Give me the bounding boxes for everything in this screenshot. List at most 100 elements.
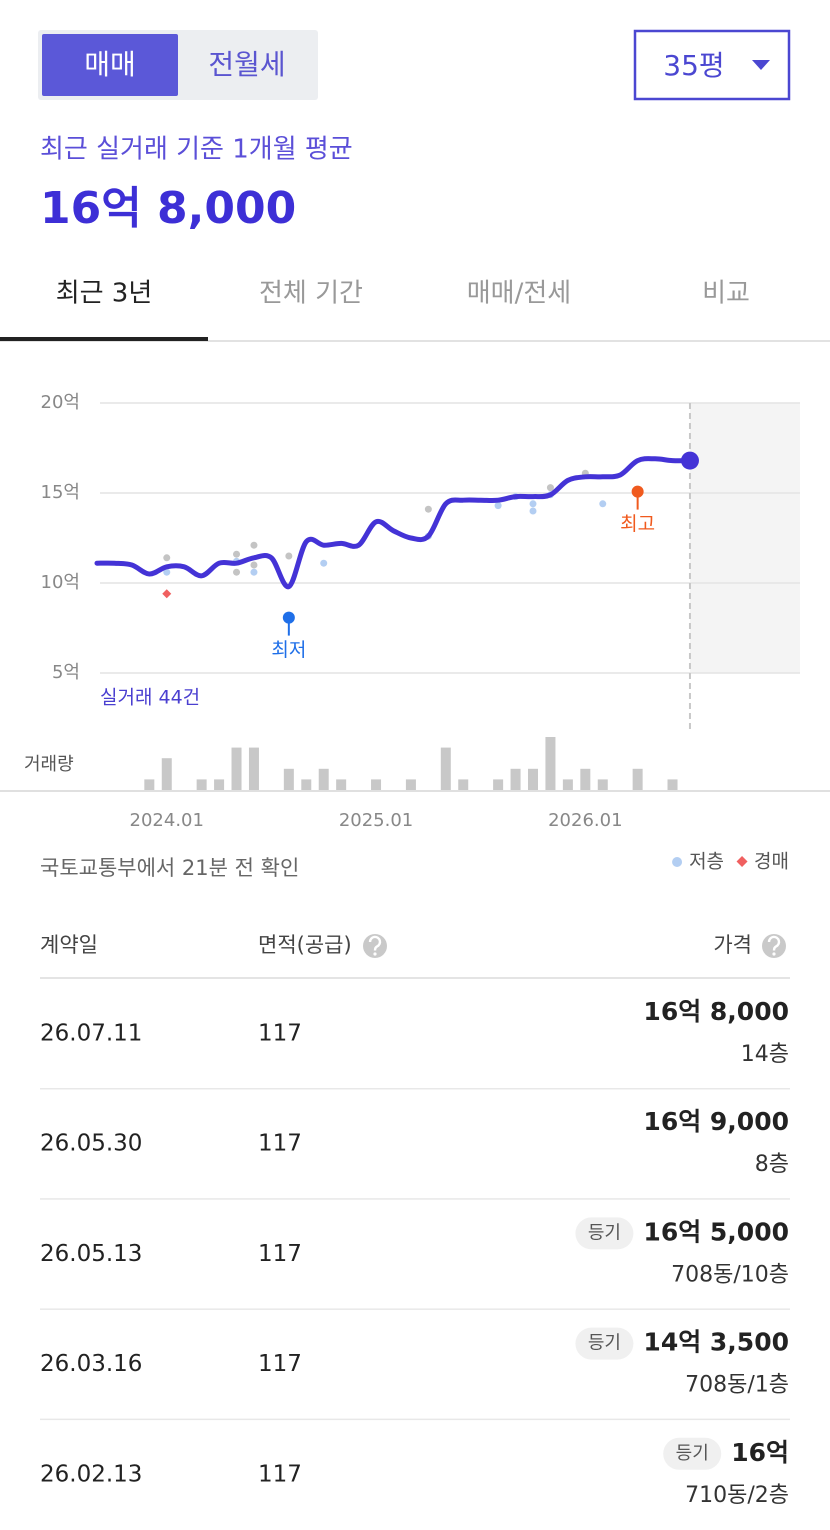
badge-label: 등기: [588, 1222, 621, 1243]
annotation-label: 최저: [271, 639, 306, 661]
volume-bar: [597, 779, 608, 790]
volume-bar: [528, 768, 538, 790]
row-divider: [40, 1308, 790, 1310]
cell-area: 117: [258, 1131, 302, 1157]
table-header: 가격: [713, 933, 752, 957]
help-icon[interactable]: [363, 934, 387, 958]
toggle-option[interactable]: 매매: [84, 48, 136, 81]
tab[interactable]: 최근 3년: [56, 279, 153, 309]
table-header: 면적(공급): [258, 933, 352, 957]
toggle-option[interactable]: 전월세: [208, 48, 285, 81]
x-tick-label: 2026.01: [548, 810, 622, 831]
volume-bar: [667, 779, 678, 790]
cell-date: 26.05.13: [40, 1241, 142, 1267]
tab[interactable]: 전체 기간: [259, 279, 363, 309]
annotation-dot: [282, 611, 295, 624]
cell-area: 117: [258, 1021, 302, 1047]
volume-bar: [214, 779, 225, 790]
cell-price: 14억 3,500: [643, 1328, 789, 1357]
cell-date: 26.07.11: [40, 1021, 142, 1047]
legend-marker: [736, 856, 748, 867]
x-tick-label: 2025.01: [339, 810, 413, 831]
table: 계약일 면적(공급) 가격 26.07.11 117 16억 8,000 14층 26.…: [40, 933, 790, 1508]
x-tick-label: 2024.01: [130, 810, 204, 831]
trade-point: [250, 568, 258, 576]
cell-detail: 8층: [755, 1152, 789, 1177]
cell-detail: 708동/10층: [671, 1262, 789, 1287]
cell-area: 117: [258, 1351, 302, 1377]
trade-point: [233, 568, 241, 576]
summary-price: 16억 8,000: [40, 183, 296, 234]
cell-detail: 710동/2층: [685, 1483, 789, 1508]
trade-point: [494, 502, 502, 510]
volume-bar: [440, 747, 451, 790]
dropdown-arrow: [752, 60, 770, 70]
volume-bar: [231, 747, 242, 790]
volume-bar: [336, 779, 347, 790]
volume-bar: [458, 779, 469, 790]
tab[interactable]: 비교: [702, 279, 750, 309]
trade-point: [285, 552, 293, 560]
volume-bar: [196, 779, 207, 790]
volume-bar: [562, 779, 573, 790]
trade-point: [320, 559, 328, 567]
cell-detail: 14층: [741, 1042, 789, 1067]
badge: [575, 1327, 634, 1360]
help-icon[interactable]: [762, 934, 786, 958]
future-shade: [689, 403, 800, 673]
volume-bar: [248, 747, 259, 790]
y-tick-label: 20억: [41, 392, 80, 413]
count-label: 실거래 44건: [100, 687, 200, 709]
cell-date: 26.03.16: [40, 1351, 142, 1377]
legend-label: 저층: [689, 851, 724, 873]
trade-point: [250, 561, 258, 569]
trade-point: [424, 505, 432, 513]
trade-point: [233, 550, 241, 558]
volume-bar: [405, 779, 416, 790]
volume-bar: [371, 779, 382, 790]
volume-bar: [510, 768, 521, 790]
trade-point: [163, 568, 171, 576]
tab[interactable]: 매매/전세: [467, 279, 571, 309]
y-tick-label: 5억: [52, 662, 80, 683]
cell-price: 16억 5,000: [643, 1217, 789, 1246]
dropdown-label[interactable]: 35평: [663, 49, 724, 82]
badge-label: 등기: [676, 1443, 709, 1464]
annotation-dot: [631, 485, 644, 498]
trade-point: [529, 507, 537, 515]
summary-label: 최근 실거래 기준 1개월 평균: [40, 135, 353, 165]
price-line: [94, 456, 693, 590]
volume-label: 거래량: [24, 754, 74, 775]
annotation-label: 최고: [620, 513, 655, 535]
trade-point: [163, 554, 171, 562]
volume-bar: [493, 779, 504, 790]
volume-bar: [632, 768, 643, 790]
volume-bar: [301, 779, 312, 790]
tab-divider: [0, 340, 830, 342]
trade-point: [529, 500, 537, 508]
badge: [575, 1217, 634, 1250]
cell-date: 26.02.13: [40, 1461, 142, 1487]
badge-label: 등기: [588, 1333, 621, 1354]
y-tick-label: 15억: [41, 482, 80, 503]
trade-point: [250, 541, 258, 549]
legend-marker: [672, 857, 683, 867]
trade-point: [599, 500, 607, 508]
row-divider: [40, 1198, 790, 1200]
badge: [663, 1437, 722, 1470]
latest-point: [680, 451, 699, 470]
tab-indicator: [0, 337, 208, 341]
y-tick-label: 10억: [41, 572, 80, 593]
cell-date: 26.05.30: [40, 1131, 142, 1157]
volume-bar: [283, 768, 294, 790]
volume-bar: [545, 737, 556, 790]
cell-price: 16억 9,000: [643, 1107, 789, 1136]
header-divider: [40, 977, 790, 979]
cell-detail: 708동/1층: [685, 1373, 789, 1398]
row-divider: [40, 1418, 790, 1421]
toggle-active[interactable]: [42, 34, 178, 96]
auction-point: [162, 589, 172, 599]
cell-price: 16억 8,000: [643, 997, 789, 1026]
